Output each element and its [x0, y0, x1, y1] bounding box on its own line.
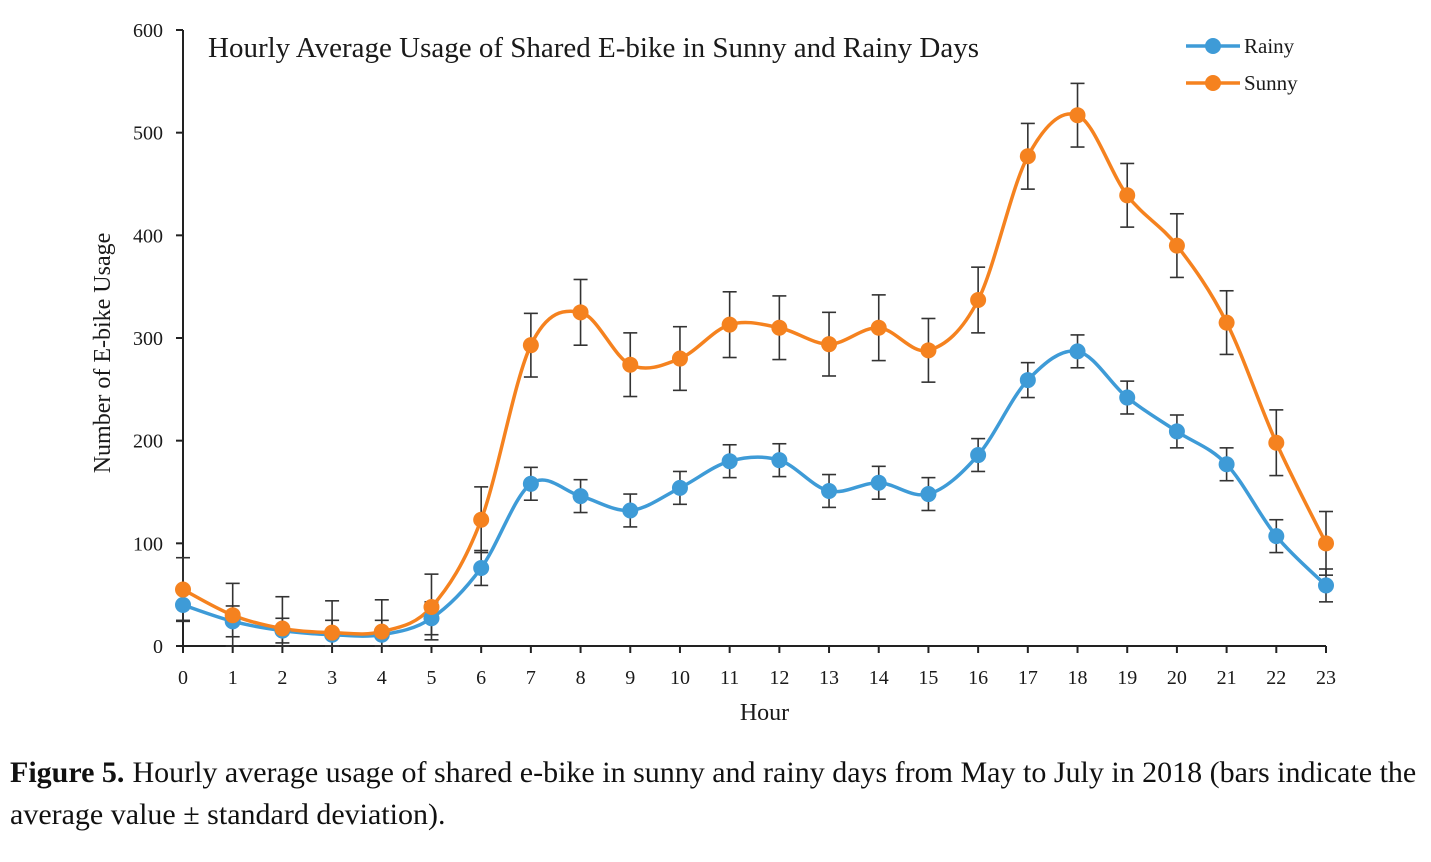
legend-rainy-label: Rainy: [1244, 34, 1295, 58]
x-tick-label: 20: [1167, 667, 1187, 689]
x-tick-label: 15: [918, 667, 938, 689]
rainy-data-point: [671, 479, 688, 496]
sunny-data-point: [870, 319, 887, 336]
rainy-data-point: [175, 596, 191, 613]
y-tick-label: 400: [133, 225, 163, 247]
x-tick-label: 12: [769, 667, 789, 689]
rainy-data-point: [1019, 372, 1036, 389]
rainy-data-point: [970, 447, 987, 464]
rainy-data-point: [920, 486, 937, 503]
x-tick-label: 10: [670, 667, 690, 689]
figure-label: Figure 5.: [10, 756, 125, 789]
rainy-data-point: [1218, 456, 1235, 473]
chart-area: 0 100 200 300 400 500 600 0 1 2 3 4 5 6 7 8 9 10 11 12 13 14 1…: [90, 20, 1336, 726]
chart-title: Hourly Average Usage of Shared E-bike in…: [208, 32, 979, 64]
rainy-data-point: [522, 475, 539, 492]
sunny-data-point: [1119, 187, 1136, 204]
x-tick-label: 22: [1266, 667, 1286, 689]
x-tick-label: 16: [968, 667, 988, 689]
x-tick-label: 5: [426, 667, 436, 689]
sunny-data-point: [622, 356, 639, 373]
y-tick-label: 100: [133, 533, 163, 555]
y-tick-label: 300: [133, 328, 163, 350]
sunny-data-point: [175, 581, 191, 598]
sunny-series-line: [182, 112, 1328, 636]
legend-rainy-marker: [1205, 38, 1221, 54]
x-tick-label: 0: [178, 667, 188, 689]
x-tick-label: 2: [277, 667, 287, 689]
rainy-data-point: [572, 488, 589, 505]
sunny-data-point: [1019, 148, 1036, 165]
sunny-data-point: [920, 342, 937, 359]
sunny-data-point: [373, 623, 390, 640]
x-tick-label: 1: [228, 667, 238, 689]
y-tick-label: 0: [153, 636, 163, 658]
legend: Rainy Sunny: [1186, 34, 1298, 95]
rainy-data-point: [870, 474, 887, 491]
sunny-data-point: [522, 337, 539, 354]
x-tick-label: 23: [1316, 667, 1336, 689]
series-lines: [182, 112, 1328, 638]
x-tick-label: 13: [819, 667, 839, 689]
sunny-data-point: [721, 316, 738, 333]
x-axis-label: Hour: [740, 700, 789, 726]
x-tick-label: 21: [1217, 667, 1237, 689]
axes: [176, 29, 1327, 653]
y-tick-label: 500: [133, 123, 163, 145]
rainy-data-point: [622, 502, 639, 519]
rainy-data-point: [423, 610, 440, 627]
x-tick-label: 18: [1068, 667, 1088, 689]
rainy-data-point: [473, 559, 490, 576]
sunny-data-point: [224, 607, 241, 624]
x-tick-label: 7: [526, 667, 536, 689]
sunny-data-point: [821, 336, 838, 353]
sunny-data-point: [1268, 434, 1285, 451]
x-tick-label: 9: [625, 667, 635, 689]
rainy-data-point: [1119, 389, 1136, 406]
y-axis-label: Number of E-bike Usage: [90, 233, 116, 474]
series-points: [175, 107, 1334, 643]
sunny-data-point: [1318, 535, 1334, 552]
sunny-data-point: [423, 598, 440, 615]
sunny-data-point: [1069, 107, 1086, 124]
rainy-data-point: [1268, 528, 1285, 545]
x-tick-label: 11: [720, 667, 739, 689]
legend-sunny-label: Sunny: [1244, 71, 1298, 95]
sunny-data-point: [1168, 237, 1185, 254]
rainy-data-point: [721, 453, 738, 470]
x-tick-label: 17: [1018, 667, 1038, 689]
sunny-data-point: [324, 624, 341, 641]
rainy-data-point: [1168, 423, 1185, 440]
rainy-data-point: [1069, 343, 1086, 360]
sunny-data-point: [771, 319, 788, 336]
rainy-data-point: [1318, 577, 1334, 594]
rainy-series-line: [182, 349, 1328, 638]
x-tick-label: 8: [576, 667, 586, 689]
figure-caption: Figure 5. Hourly average usage of shared …: [10, 752, 1425, 836]
legend-sunny-marker: [1205, 75, 1221, 91]
x-tick-label: 4: [377, 667, 387, 689]
rainy-data-point: [771, 452, 788, 469]
x-tick-label: 14: [869, 667, 889, 689]
y-tick-label: 200: [133, 431, 163, 453]
sunny-data-point: [473, 511, 490, 528]
x-tick-label: 3: [327, 667, 337, 689]
sunny-data-point: [1218, 314, 1235, 331]
sunny-data-point: [671, 350, 688, 367]
error-bars: [176, 82, 1333, 647]
figure-caption-text: Hourly average usage of shared e-bike in…: [10, 756, 1417, 831]
x-tick-label: 19: [1117, 667, 1137, 689]
sunny-data-point: [274, 620, 291, 637]
x-tick-label: 6: [476, 667, 486, 689]
y-tick-label: 600: [133, 20, 163, 42]
rainy-data-point: [821, 482, 838, 499]
sunny-data-point: [970, 292, 987, 309]
sunny-data-point: [572, 304, 589, 321]
